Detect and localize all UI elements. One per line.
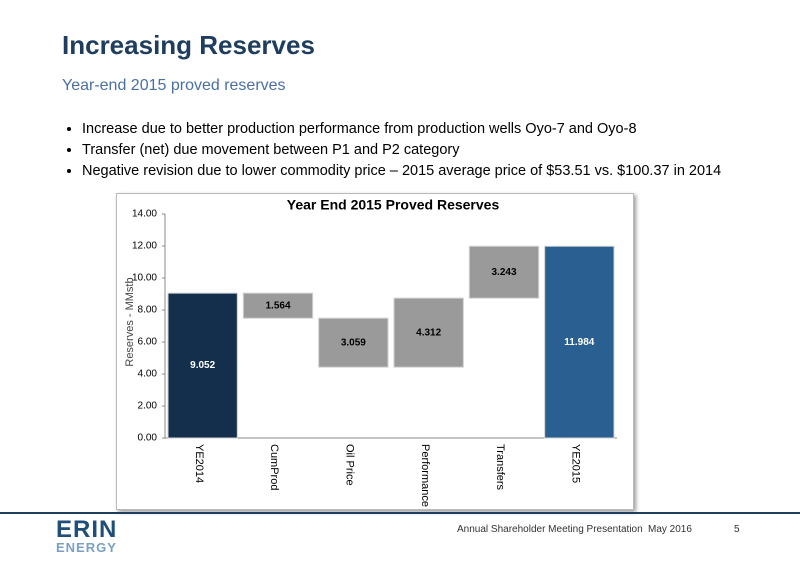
data-label: 3.059: [341, 337, 366, 348]
data-label: 1.564: [265, 300, 290, 311]
bullet: Negative revision due to lower commodity…: [82, 163, 721, 180]
footer-rule: [0, 512, 800, 514]
bar: [468, 245, 540, 299]
slide-subtitle: Year-end 2015 proved reserves: [62, 77, 286, 94]
y-tick-label: 0.00: [138, 433, 158, 444]
footer-date: May 2016: [648, 524, 692, 535]
chart: Year End 2015 Proved Reserves Reserves -…: [116, 193, 634, 510]
y-tick-label: 8.00: [138, 305, 158, 316]
x-tick-label: Oil Price: [343, 444, 355, 486]
data-label: 3.243: [491, 267, 516, 278]
x-tick-label: Transfers: [494, 444, 506, 491]
page-number: 5: [734, 524, 740, 535]
data-label: 11.984: [564, 337, 594, 348]
y-tick-label: 6.00: [138, 337, 158, 348]
data-label: 4.312: [416, 327, 441, 338]
y-tick-label: 10.00: [132, 273, 157, 284]
y-tick-label: 4.00: [138, 369, 158, 380]
x-tick-label: Performance: [419, 444, 431, 507]
y-axis-label: Reserves - MMstb: [124, 277, 136, 366]
bullet: Transfer (net) due movement between P1 a…: [82, 142, 721, 159]
y-tick-label: 2.00: [138, 401, 158, 412]
bar: [393, 297, 464, 368]
bar: [242, 292, 314, 319]
footer-text: Annual Shareholder Meeting Presentation: [457, 524, 643, 535]
x-tick-label: YE2015: [569, 444, 581, 483]
slide-title: Increasing Reserves: [62, 30, 315, 60]
bullet-list: Increase due to better production perfor…: [62, 121, 721, 184]
chart-title: Year End 2015 Proved Reserves: [287, 197, 500, 213]
bar: [167, 292, 238, 439]
y-tick-label: 12.00: [132, 241, 157, 252]
x-tick-label: YE2014: [193, 444, 205, 483]
logo: ERIN: [56, 516, 118, 543]
y-tick-label: 14.00: [132, 209, 157, 220]
logo: ENERGY: [56, 540, 117, 555]
x-tick-label: CumProd: [268, 444, 280, 490]
bar: [318, 317, 389, 368]
bar: [544, 245, 615, 439]
bullet: Increase due to better production perfor…: [82, 121, 721, 138]
data-label: 9.052: [190, 360, 215, 371]
